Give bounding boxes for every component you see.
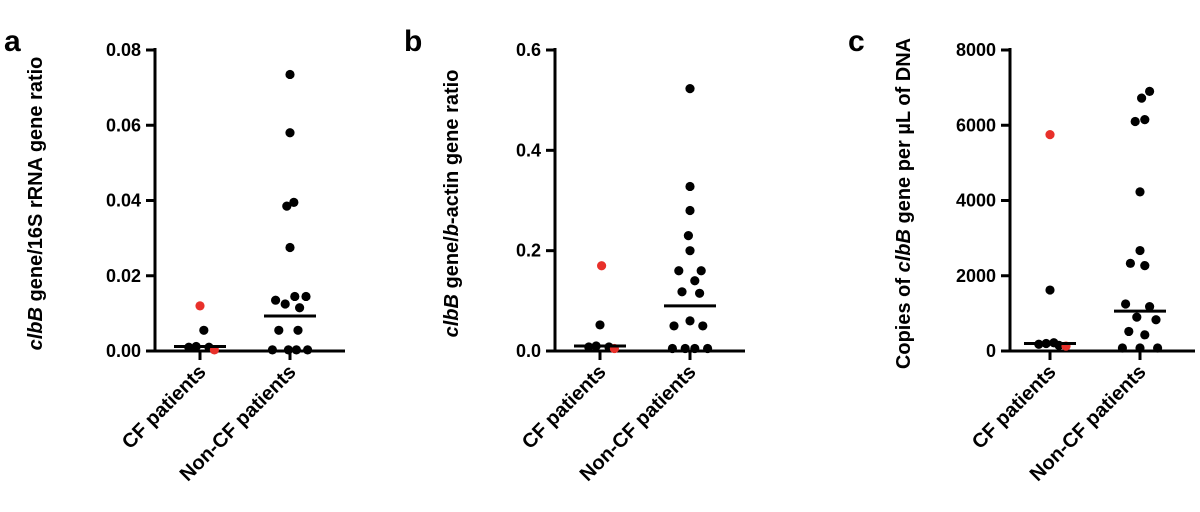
data-point [1151, 315, 1161, 325]
data-point [595, 320, 605, 330]
data-point [271, 295, 281, 305]
y-tick-label: 0.02 [106, 266, 141, 286]
data-point [683, 231, 694, 241]
y-tick-label: 0.04 [106, 191, 141, 211]
data-point [1121, 299, 1131, 309]
y-tick-label: 0.6 [516, 40, 541, 60]
x-category-label: CF patients [518, 361, 611, 454]
data-point [1145, 86, 1155, 96]
series-cf-patients [574, 261, 626, 354]
data-point-highlight [195, 301, 205, 311]
y-axis-label-part: b [441, 224, 463, 236]
data-point-highlight [597, 261, 607, 271]
data-point [1135, 187, 1145, 197]
data-point [685, 181, 695, 192]
data-point [669, 321, 679, 331]
data-point [680, 343, 690, 354]
data-point [1132, 312, 1142, 322]
panel-letter: c [848, 25, 865, 58]
y-axis-label-part: gene/16S rRNA gene ratio [25, 57, 47, 307]
data-point [280, 299, 290, 309]
y-axis-label-part: Copies of [893, 272, 915, 369]
y-axis-label-part: gene/ [441, 236, 463, 294]
y-axis-label: clbB gene/b-actin gene ratio [441, 70, 463, 338]
y-axis-label: clbB gene/16S rRNA gene ratio [25, 57, 47, 351]
data-point [698, 321, 708, 331]
data-point [199, 325, 209, 335]
data-point [685, 205, 695, 216]
data-point [1140, 260, 1150, 271]
data-point [685, 316, 695, 326]
y-axis-label-part: clbB [893, 229, 915, 272]
series-non-cf-patients [264, 69, 316, 355]
data-point [690, 276, 700, 286]
data-point [667, 343, 678, 354]
y-tick-label: 0.06 [106, 115, 141, 135]
panel-letter: a [4, 25, 21, 58]
y-tick-label: 0.2 [516, 241, 541, 261]
data-point [677, 287, 687, 297]
data-point [1145, 302, 1155, 312]
y-tick-label: 4000 [956, 191, 996, 211]
data-point [283, 345, 293, 355]
data-point [1130, 116, 1140, 127]
data-point [690, 343, 700, 354]
data-point [1125, 258, 1135, 268]
series-non-cf-patients [1114, 86, 1166, 353]
data-point [293, 325, 303, 335]
data-point [267, 345, 277, 355]
data-point [285, 128, 295, 138]
data-point [282, 201, 292, 211]
y-tick-label: 6000 [956, 115, 996, 135]
series-cf-patients [174, 301, 226, 355]
data-point [290, 291, 300, 302]
data-point [274, 325, 284, 335]
data-point [303, 345, 313, 355]
series-cf-patients [1024, 130, 1076, 351]
y-tick-label: 0.00 [106, 341, 141, 361]
data-point [285, 242, 295, 253]
data-point [291, 345, 301, 355]
data-point [703, 343, 713, 354]
data-point [295, 303, 305, 313]
data-point [1117, 343, 1127, 353]
data-point [1140, 330, 1150, 340]
y-tick-label: 0.08 [106, 40, 141, 60]
data-point-highlight [1045, 130, 1055, 140]
y-axis-label: Copies of clbB gene per µL of DNA [893, 38, 915, 369]
panel-c: c Copies of clbB gene per µL of DNA 0 2000 4… [848, 25, 1195, 486]
data-point [1135, 245, 1145, 256]
data-point [695, 288, 705, 298]
data-point [285, 69, 295, 80]
y-tick-label: 2000 [956, 266, 996, 286]
y-axis-label-part: clbB [441, 294, 463, 337]
data-point [289, 197, 299, 207]
data-point [1045, 285, 1055, 295]
data-point [674, 266, 684, 276]
data-point [1135, 343, 1145, 353]
data-point [685, 246, 695, 256]
x-category-label: CF patients [968, 361, 1061, 454]
series-non-cf-patients [664, 84, 716, 354]
y-tick-label: 0.0 [516, 341, 541, 361]
data-point [1124, 326, 1134, 337]
data-point [1140, 115, 1150, 125]
y-axis-label-part: -actin gene ratio [441, 70, 463, 224]
x-category-label: CF patients [118, 361, 211, 454]
y-tick-label: 0 [986, 341, 996, 361]
data-point [1153, 343, 1163, 353]
panel-letter: b [404, 25, 422, 58]
y-axis-label-part: clbB [25, 307, 47, 350]
y-tick-label: 8000 [956, 40, 996, 60]
data-point [301, 291, 311, 302]
data-point [696, 266, 706, 276]
y-tick-label: 0.4 [516, 140, 541, 160]
data-point [685, 84, 695, 94]
data-point [1137, 93, 1147, 103]
y-axis-label-part: gene per µL of DNA [893, 38, 915, 229]
